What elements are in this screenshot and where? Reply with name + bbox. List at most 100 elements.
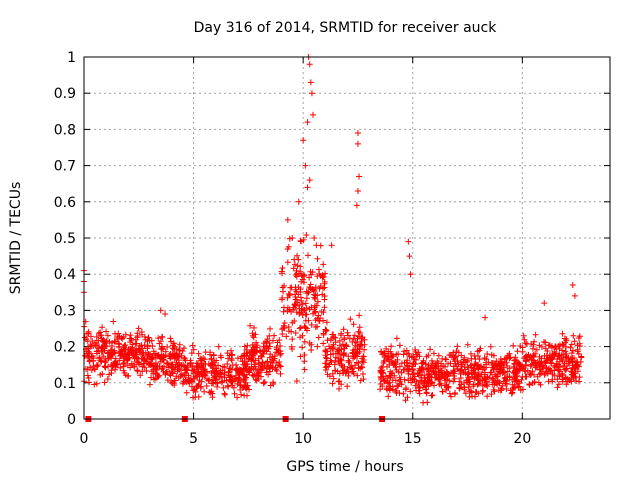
data-point: [474, 373, 481, 380]
data-point: [219, 378, 226, 385]
data-point: [553, 345, 560, 352]
data-point: [453, 348, 460, 355]
data-point: [385, 356, 392, 363]
data-point: [301, 279, 308, 286]
data-point: [304, 252, 311, 259]
data-point: [257, 373, 264, 380]
data-point: [516, 361, 523, 368]
data-point: [554, 376, 561, 383]
data-point: [100, 336, 107, 343]
data-point: [529, 345, 536, 352]
data-point: [512, 354, 519, 361]
data-point: [335, 347, 342, 354]
data-point: [568, 341, 575, 348]
x-axis-label: GPS time / hours: [286, 459, 403, 475]
data-point: [334, 350, 341, 357]
data-point: [297, 334, 304, 341]
data-point: [253, 377, 260, 384]
data-point: [148, 337, 155, 344]
data-point: [462, 390, 469, 397]
data-point: [561, 335, 568, 342]
data-point: [428, 392, 435, 399]
data-point: [249, 330, 256, 337]
data-point: [426, 373, 433, 380]
data-point: [543, 364, 550, 371]
data-point: [558, 355, 565, 362]
data-point: [450, 356, 457, 363]
data-point: [354, 346, 361, 353]
data-point: [194, 368, 201, 375]
data-point: [154, 374, 161, 381]
data-point: [407, 388, 414, 395]
data-point: [118, 350, 125, 357]
data-point: [116, 357, 123, 364]
data-point: [164, 359, 171, 366]
data-point: [395, 350, 402, 357]
data-point: [122, 372, 129, 379]
data-point: [139, 345, 146, 352]
data-point: [225, 355, 232, 362]
data-point: [511, 384, 518, 391]
data-point: [193, 384, 200, 391]
data-point: [353, 349, 360, 356]
data-point: [280, 324, 287, 331]
x-tick-label: 0: [80, 431, 89, 447]
data-point: [291, 318, 298, 325]
data-point: [206, 389, 213, 396]
data-point: [140, 360, 147, 367]
data-point: [117, 364, 124, 371]
data-point: [569, 282, 576, 289]
data-point: [241, 343, 248, 350]
data-point: [298, 238, 305, 245]
data-point: [208, 362, 215, 369]
data-point: [447, 360, 454, 367]
data-point: [340, 352, 347, 359]
data-point: [202, 361, 209, 368]
data-point: [252, 376, 259, 383]
data-point: [285, 290, 292, 297]
data-point: [563, 363, 570, 370]
data-point: [315, 312, 322, 319]
data-point: [260, 379, 267, 386]
data-point: [379, 369, 386, 376]
data-point: [91, 381, 98, 388]
data-point: [567, 376, 574, 383]
data-point: [123, 353, 130, 360]
data-point: [406, 253, 413, 260]
data-point: [422, 360, 429, 367]
data-point: [396, 342, 403, 349]
data-point: [297, 294, 304, 301]
data-point: [359, 371, 366, 378]
data-point: [559, 376, 566, 383]
data-point: [546, 365, 553, 372]
data-point: [135, 359, 142, 366]
data-point: [306, 284, 313, 291]
data-point: [395, 383, 402, 390]
data-point: [418, 360, 425, 367]
data-point: [551, 362, 558, 369]
data-point: [90, 342, 97, 349]
data-point: [159, 334, 166, 341]
data-point: [284, 216, 291, 223]
data-point: [361, 346, 368, 353]
data-point: [111, 360, 118, 367]
data-point: [134, 368, 141, 375]
data-point: [464, 341, 471, 348]
data-point: [234, 394, 241, 401]
y-tick-label: 0.5: [54, 231, 76, 247]
data-point: [314, 315, 321, 322]
data-point: [341, 363, 348, 370]
data-point: [503, 385, 510, 392]
data-point: [506, 373, 513, 380]
data-point: [165, 360, 172, 367]
data-point: [332, 357, 339, 364]
data-point: [250, 334, 257, 341]
data-point: [496, 379, 503, 386]
y-tick-label: 0.2: [54, 340, 76, 356]
data-point: [303, 311, 310, 318]
data-point: [354, 372, 361, 379]
data-point: [350, 352, 357, 359]
data-point: [412, 382, 419, 389]
data-point: [213, 365, 220, 372]
data-point: [200, 366, 207, 373]
